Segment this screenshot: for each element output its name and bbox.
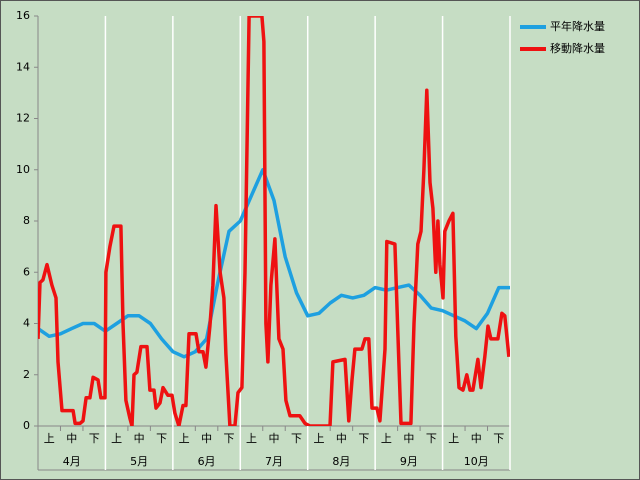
x-tick-label: 中 xyxy=(403,432,414,445)
x-tick-label: 下 xyxy=(156,432,167,445)
y-tick-label: 10 xyxy=(16,163,30,176)
x-tick-label: 下 xyxy=(224,432,235,445)
x-tick-label: 下 xyxy=(493,432,504,445)
month-label: 4月 xyxy=(63,455,81,468)
y-tick-label: 4 xyxy=(23,317,30,330)
x-tick-label: 中 xyxy=(201,432,212,445)
x-tick-label: 下 xyxy=(426,432,437,445)
month-label: 6月 xyxy=(198,455,216,468)
x-tick-label: 上 xyxy=(381,432,392,445)
x-tick-label: 中 xyxy=(66,432,77,445)
month-label: 9月 xyxy=(400,455,418,468)
y-tick-label: 14 xyxy=(16,60,30,73)
series-line xyxy=(38,16,510,426)
month-label: 7月 xyxy=(265,455,283,468)
x-tick-label: 中 xyxy=(336,432,347,445)
y-tick-label: 12 xyxy=(16,112,30,125)
legend-label: 平年降水量 xyxy=(550,19,605,33)
month-label: 10月 xyxy=(464,455,489,468)
x-tick-label: 上 xyxy=(448,432,459,445)
y-tick-label: 2 xyxy=(23,368,30,381)
x-tick-label: 中 xyxy=(471,432,482,445)
x-tick-label: 下 xyxy=(358,432,369,445)
y-tick-label: 0 xyxy=(23,419,30,432)
series-line xyxy=(38,168,510,359)
month-label: 5月 xyxy=(130,455,148,468)
x-tick-label: 上 xyxy=(246,432,257,445)
y-tick-label: 8 xyxy=(23,214,30,227)
x-tick-label: 中 xyxy=(269,432,280,445)
x-tick-label: 上 xyxy=(111,432,122,445)
legend-label: 移動降水量 xyxy=(550,41,605,55)
x-tick-label: 上 xyxy=(44,432,55,445)
y-tick-label: 16 xyxy=(16,9,30,22)
x-tick-label: 上 xyxy=(313,432,324,445)
month-label: 8月 xyxy=(332,455,350,468)
y-tick-label: 6 xyxy=(23,265,30,278)
x-tick-label: 下 xyxy=(291,432,302,445)
x-tick-label: 中 xyxy=(134,432,145,445)
x-tick-label: 上 xyxy=(179,432,190,445)
x-tick-label: 下 xyxy=(89,432,100,445)
